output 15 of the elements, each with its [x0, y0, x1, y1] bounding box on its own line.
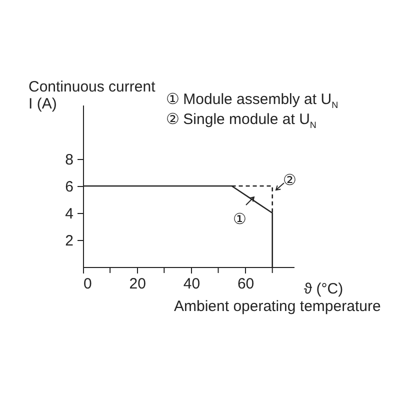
y-tick-label: 2	[65, 232, 74, 250]
x-tick-label: 60	[237, 276, 254, 292]
annotation: ②	[283, 171, 296, 189]
y-tick-label: 6	[65, 178, 74, 196]
y-axis-title: Continuous current I (A)	[28, 78, 156, 112]
annotation: ② Single module at U$_{N}$	[166, 110, 316, 130]
x-tick-label: 40	[183, 276, 200, 292]
annotation: ① Module assembly at U$_{N}$	[166, 90, 338, 110]
annotation: ①	[233, 210, 246, 228]
x-axis-title: ϑ (°C)	[304, 280, 344, 298]
x-tick-label: 20	[129, 276, 146, 292]
text: Ambient operating temperature	[174, 298, 381, 315]
x-tick-label: 0	[84, 276, 92, 292]
y-tick-label: 4	[65, 206, 74, 222]
y-tick-label: 8	[65, 152, 74, 168]
